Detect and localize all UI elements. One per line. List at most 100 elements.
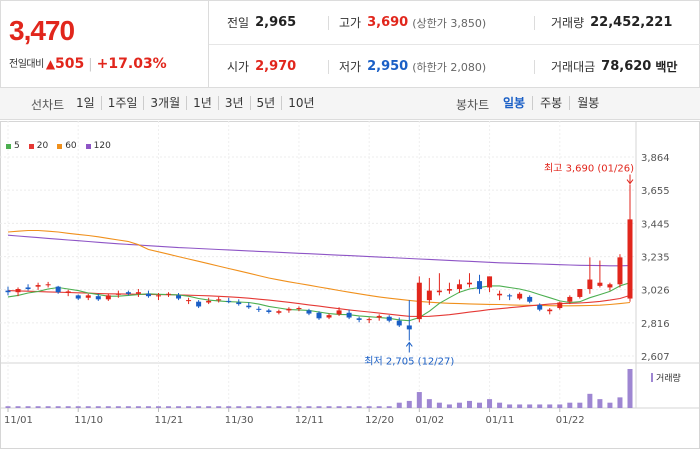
volume-bar: [507, 404, 513, 408]
tab-weekly[interactable]: 주봉: [533, 96, 571, 110]
period-tabs: 1일 1주일 3개월 1년 3년 5년 10년: [70, 96, 321, 110]
tab-daily[interactable]: 일봉: [496, 96, 534, 110]
candle-body: [497, 293, 503, 296]
tab-period-5y[interactable]: 5년: [251, 96, 283, 110]
volume-bar: [276, 406, 282, 408]
volume-bar: [477, 402, 483, 408]
candle-body: [617, 257, 623, 285]
candle-body: [567, 296, 573, 302]
candle-body: [65, 291, 71, 293]
volume-bar: [145, 406, 151, 408]
prev-close-label: 전일: [227, 16, 250, 30]
ma20-line: [7, 290, 631, 317]
volume-bar: [597, 399, 603, 408]
volume-bar: [487, 399, 493, 408]
volume-bar: [286, 406, 292, 408]
legend-item-ma120: 120: [85, 141, 111, 151]
candle-body: [15, 289, 21, 293]
volume-bar: [105, 406, 111, 408]
tab-period-10y[interactable]: 10년: [288, 96, 315, 110]
volume-bar: [155, 406, 161, 408]
x-tick-label: 01/22: [556, 415, 585, 426]
candle-body: [477, 281, 483, 290]
y-tick-label: 3,655: [641, 186, 670, 197]
candle-chart[interactable]: 거래량 3,864 3,655 3,445 3,235 3,026 2,816 2,607 1…: [0, 121, 700, 450]
prev-close-cell: 전일 2,965: [227, 1, 296, 44]
volume-legend-swatch: [651, 373, 653, 382]
candle-body: [85, 295, 91, 298]
y-tick-label: 2,607: [641, 352, 670, 363]
legend-label: 5: [14, 141, 20, 151]
tab-period-3y[interactable]: 3년: [219, 96, 251, 110]
change-separator: |: [88, 57, 93, 72]
open-value: 2,970: [255, 59, 297, 74]
candle-body: [607, 284, 613, 288]
chart-canvas[interactable]: 거래량 3,864 3,655 3,445 3,235 3,026 2,816 2,607 1…: [0, 121, 700, 450]
trade-amount-cell: 거래대금 78,620 백만: [551, 45, 677, 88]
candle-body: [296, 308, 302, 310]
tab-period-3m[interactable]: 3개월: [144, 96, 188, 110]
candle-body: [527, 296, 533, 302]
volume-bar: [236, 406, 242, 408]
open-cell: 시가 2,970: [227, 45, 296, 88]
x-tick-label: 11/30: [225, 415, 254, 426]
volume-value: 22,452,221: [590, 15, 673, 30]
candle-body: [446, 289, 452, 291]
candle-body: [5, 290, 11, 293]
volume-bar: [5, 406, 11, 408]
volume-bar: [587, 393, 593, 408]
volume-cell: 거래량 22,452,221: [551, 1, 672, 44]
candle-body: [25, 287, 31, 290]
candle-body: [627, 219, 633, 299]
candle-body: [306, 310, 312, 314]
x-tick-label: 12/20: [365, 415, 394, 426]
volume-bar: [25, 406, 31, 408]
candle-body: [125, 292, 131, 294]
trade-amount-unit: 백만: [655, 60, 678, 74]
line-chart-label: 선차트: [31, 98, 65, 112]
volume-bar: [135, 406, 141, 408]
change-rate: +17.03%: [96, 56, 167, 72]
tab-monthly[interactable]: 월봉: [577, 96, 600, 110]
volume-bar: [125, 406, 131, 408]
volume-bar: [45, 406, 51, 408]
candle-body: [386, 316, 392, 321]
legend-swatch: [6, 143, 11, 149]
candle-body: [145, 293, 151, 297]
volume-label: 거래량: [551, 16, 585, 30]
tab-period-1y[interactable]: 1년: [187, 96, 219, 110]
candle-body: [256, 308, 262, 310]
volume-bar: [35, 406, 41, 408]
candle-body: [487, 276, 493, 288]
volume-bar: [456, 402, 462, 408]
row-divider: [209, 44, 700, 45]
legend-swatch: [57, 143, 63, 149]
candle-body: [135, 292, 141, 294]
candle-body: [456, 284, 462, 290]
volume-bar: [396, 402, 402, 408]
candle-body: [366, 319, 372, 321]
legend-item-ma20: 20: [28, 141, 49, 151]
upper-limit: (상한가 3,850): [412, 16, 487, 30]
ma60-line: [7, 229, 631, 307]
tab-period-1d[interactable]: 1일: [70, 96, 102, 110]
volume-bar: [617, 397, 623, 408]
volume-bar: [386, 406, 392, 408]
chart-toolbar: 선차트 1일 1주일 3개월 1년 3년 5년 10년 봉차트 일봉 주봉 월봉: [0, 88, 700, 120]
volume-bar: [376, 406, 382, 408]
volume-bar: [15, 406, 21, 408]
x-tick-label: 01/02: [415, 415, 444, 426]
volume-bar: [296, 406, 302, 408]
up-arrow-icon: ▲: [45, 57, 56, 71]
volume-bar: [537, 404, 543, 408]
price-box: 3,470 전일대비 ▲505 | +17.03%: [1, 1, 209, 87]
chart-legend: 5 20 60 120: [6, 141, 120, 151]
divider: [328, 16, 329, 30]
legend-label: 20: [36, 141, 49, 151]
trade-amount-value: 78,620: [601, 59, 652, 74]
volume-bar: [246, 406, 252, 408]
candle-body: [286, 308, 292, 311]
candle-body: [577, 289, 583, 297]
tab-period-1w[interactable]: 1주일: [102, 96, 145, 110]
high-cell: 고가 3,690 (상한가 3,850): [339, 1, 486, 44]
